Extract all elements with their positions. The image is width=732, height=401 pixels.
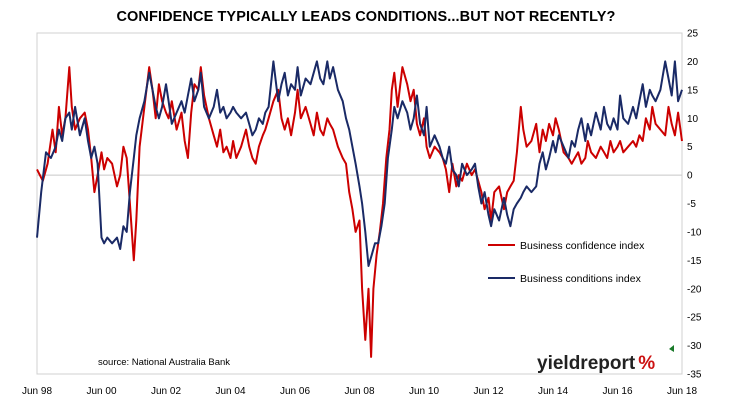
- yieldreport-logo: yieldreport%: [537, 345, 674, 374]
- y-tick-label: 15: [687, 85, 699, 96]
- x-tick-label: Jun 06: [280, 386, 310, 397]
- series-line-confidence: [36, 66, 683, 358]
- y-tick-label: -5: [687, 199, 696, 210]
- x-tick-label: Jun 18: [667, 386, 697, 397]
- y-tick-label: 20: [687, 57, 699, 68]
- logo-percent-sign: %: [638, 353, 655, 374]
- y-tick-label: -20: [687, 284, 702, 295]
- y-tick-label: -30: [687, 341, 702, 352]
- y-tick-label: 10: [687, 114, 699, 125]
- y-tick-label: 0: [687, 171, 693, 182]
- svg-text:yieldreport%: yieldreport%: [537, 353, 655, 374]
- legend-label-conditions: Business conditions index: [520, 273, 642, 285]
- x-tick-label: Jun 12: [473, 386, 503, 397]
- source-note: source: National Australia Bank: [98, 357, 230, 368]
- y-axis: -35 -30 -25 -20 -15 -10 -5 0 5 10 15 20 25: [687, 29, 702, 381]
- y-tick-label: -15: [687, 256, 702, 267]
- chart-title: CONFIDENCE TYPICALLY LEADS CONDITIONS...…: [116, 9, 616, 25]
- x-tick-label: Jun 00: [86, 386, 116, 397]
- y-tick-label: 25: [687, 29, 699, 40]
- y-tick-label: -35: [687, 370, 702, 381]
- x-tick-label: Jun 14: [538, 386, 568, 397]
- y-tick-label: -10: [687, 227, 702, 238]
- plot-area-border: [36, 32, 683, 375]
- x-tick-label: Jun 10: [409, 386, 439, 397]
- x-tick-label: Jun 16: [602, 386, 632, 397]
- x-tick-label: Jun 04: [215, 386, 245, 397]
- x-axis: Jun 98 Jun 00 Jun 02 Jun 04 Jun 06 Jun 08 Jun …: [22, 386, 697, 397]
- legend-label-confidence: Business confidence index: [520, 240, 645, 252]
- y-tick-label: 5: [687, 142, 693, 153]
- legend: Business confidence index Business condi…: [488, 240, 645, 285]
- x-tick-label: Jun 02: [151, 386, 181, 397]
- series-line-conditions: [36, 60, 683, 267]
- y-tick-label: -25: [687, 313, 702, 324]
- x-tick-label: Jun 08: [344, 386, 374, 397]
- logo-accent-mark: [669, 345, 674, 352]
- x-tick-label: Jun 98: [22, 386, 52, 397]
- series-layer: [36, 60, 683, 358]
- logo-name: yieldreport: [537, 353, 636, 374]
